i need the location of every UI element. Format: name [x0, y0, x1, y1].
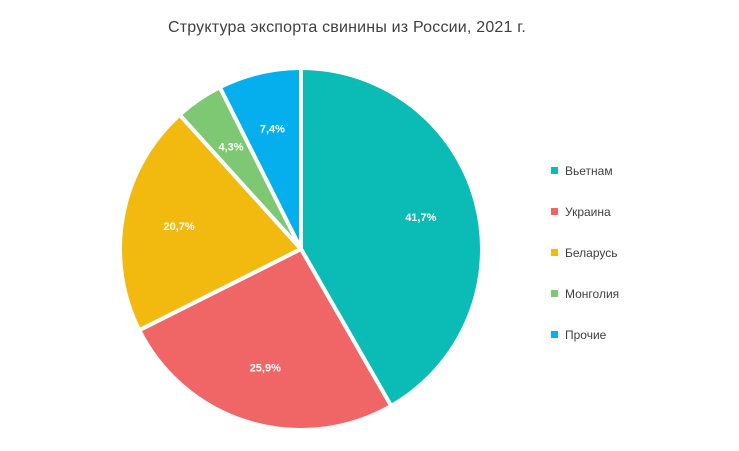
legend-label: Беларусь [565, 245, 618, 260]
legend-item-vietnam[interactable]: Вьетнам [551, 150, 731, 191]
data-label-belarus: 20,7% [163, 221, 194, 233]
legend-label: Монголия [565, 286, 620, 301]
legend-label: Вьетнам [565, 163, 613, 178]
pie-slice-ukraine[interactable] [137, 247, 394, 432]
chart-title: Структура экспорта свинины из России, 20… [167, 19, 526, 36]
legend-swatch [551, 249, 558, 256]
pie-slice-belarus[interactable] [118, 112, 303, 333]
legend-swatch [551, 208, 558, 215]
legend-label: Украина [565, 204, 611, 219]
legend-item-belarus[interactable]: Беларусь [551, 232, 731, 273]
chart-legend: Вьетнам Украина Беларусь Монголия Прочие [551, 150, 731, 355]
pie-slice-vietnam[interactable] [299, 66, 484, 408]
data-label-vietnam: 41,7% [405, 212, 436, 224]
legend-item-mongolia[interactable]: Монголия [551, 273, 731, 314]
pie-slice-other[interactable] [217, 66, 303, 251]
data-label-ukraine: 25,9% [250, 363, 281, 375]
legend-swatch [551, 167, 558, 174]
data-label-other: 7,4% [260, 123, 285, 135]
legend-item-other[interactable]: Прочие [551, 314, 731, 355]
legend-item-ukraine[interactable]: Украина [551, 191, 731, 232]
legend-swatch [551, 290, 558, 297]
data-label-mongolia: 4,3% [218, 142, 243, 154]
legend-swatch [551, 331, 558, 338]
legend-label: Прочие [565, 327, 607, 342]
